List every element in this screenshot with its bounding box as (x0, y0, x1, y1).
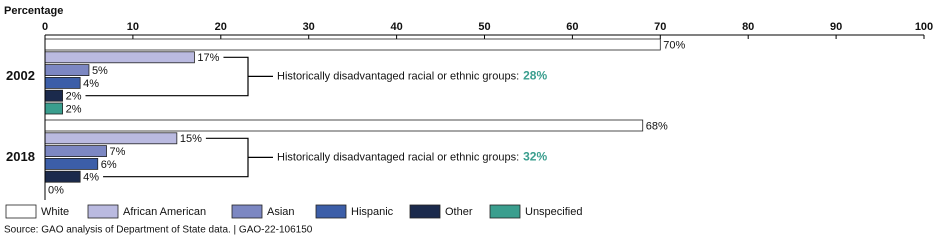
value-label: 7% (110, 146, 126, 158)
legend-swatch (489, 204, 521, 219)
value-label: 0% (48, 184, 64, 196)
value-label: 2% (66, 103, 82, 115)
bar (44, 119, 644, 132)
value-label: 6% (101, 159, 117, 171)
annotation: Historically disadvantaged racial or eth… (277, 150, 547, 164)
value-label: 2% (66, 91, 82, 103)
value-label: 70% (663, 39, 685, 51)
x-tick-label: 60 (566, 21, 578, 33)
annotation-highlight: 32% (523, 150, 547, 164)
legend-label: Unspecified (525, 206, 582, 218)
x-tick-label: 50 (478, 21, 490, 33)
x-tick-label: 0 (42, 21, 48, 33)
bracket (85, 56, 273, 97)
x-tick-label: 90 (830, 21, 842, 33)
x-tick-label: 40 (390, 21, 402, 33)
value-label: 5% (92, 65, 108, 77)
legend-swatch (231, 204, 263, 219)
legend-label: African American (123, 206, 206, 218)
legend-label: Asian (267, 206, 295, 218)
bar (44, 145, 107, 158)
legend-swatch (315, 204, 347, 219)
value-label: 4% (83, 172, 99, 184)
axis-label: Percentage (4, 5, 63, 17)
category-label: 2018 (6, 149, 35, 164)
annotation: Historically disadvantaged racial or eth… (277, 69, 547, 83)
legend-label: White (41, 206, 69, 218)
value-label: 17% (197, 52, 219, 64)
legend-swatch (5, 204, 37, 219)
x-tick-label: 100 (915, 21, 933, 33)
value-label: 4% (83, 78, 99, 90)
annotation-text: Historically disadvantaged racial or eth… (277, 70, 519, 82)
x-tick-label: 30 (303, 21, 315, 33)
annotation-text: Historically disadvantaged racial or eth… (277, 151, 519, 163)
bar (44, 38, 661, 51)
legend-label: Other (445, 206, 473, 218)
bar (44, 51, 195, 64)
bar (44, 157, 99, 170)
x-tick-label: 20 (215, 21, 227, 33)
bar (44, 64, 90, 76)
bar (44, 170, 81, 183)
x-tick-label: 70 (654, 21, 666, 33)
x-tick-label: 10 (127, 21, 139, 33)
legend-label: Hispanic (351, 206, 394, 218)
category-label: 2002 (6, 68, 35, 83)
bracket (103, 137, 273, 178)
bar (44, 89, 63, 102)
legend-swatch (87, 204, 119, 219)
value-label: 68% (646, 120, 668, 132)
value-label: 15% (180, 133, 202, 145)
annotation-highlight: 28% (523, 69, 547, 83)
bar (44, 132, 178, 145)
source: Source: GAO analysis of Department of St… (4, 225, 313, 236)
bar (44, 102, 63, 115)
legend-swatch (409, 204, 441, 219)
x-tick-label: 80 (742, 21, 754, 33)
bar (44, 77, 81, 89)
